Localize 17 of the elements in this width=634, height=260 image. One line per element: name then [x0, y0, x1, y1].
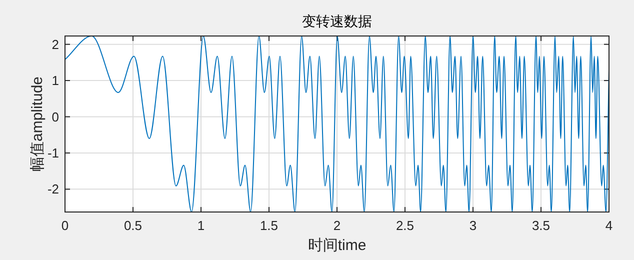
y-tick-label: 2: [52, 36, 59, 52]
x-tick-label: 2: [333, 218, 341, 233]
x-tick-label: 2.5: [396, 218, 414, 233]
y-tick-label: -2: [47, 182, 59, 197]
x-axis-title: 时间time: [308, 237, 366, 254]
x-tick-label: 3: [469, 218, 477, 233]
x-tick-label: 1: [197, 218, 205, 233]
x-tick-label: 3.5: [532, 218, 550, 233]
x-tick-label: 0.5: [124, 218, 142, 233]
x-tick-label: 0: [61, 218, 69, 233]
x-tick-label: 4: [605, 218, 613, 233]
y-tick-label: 1: [52, 73, 59, 88]
y-tick-label: -1: [47, 145, 59, 160]
y-axis-title: 幅值amplitude: [29, 76, 46, 172]
x-tick-label: 1.5: [260, 218, 278, 233]
chart-title: 变转速数据: [302, 13, 372, 29]
y-tick-label: 0: [52, 109, 59, 124]
